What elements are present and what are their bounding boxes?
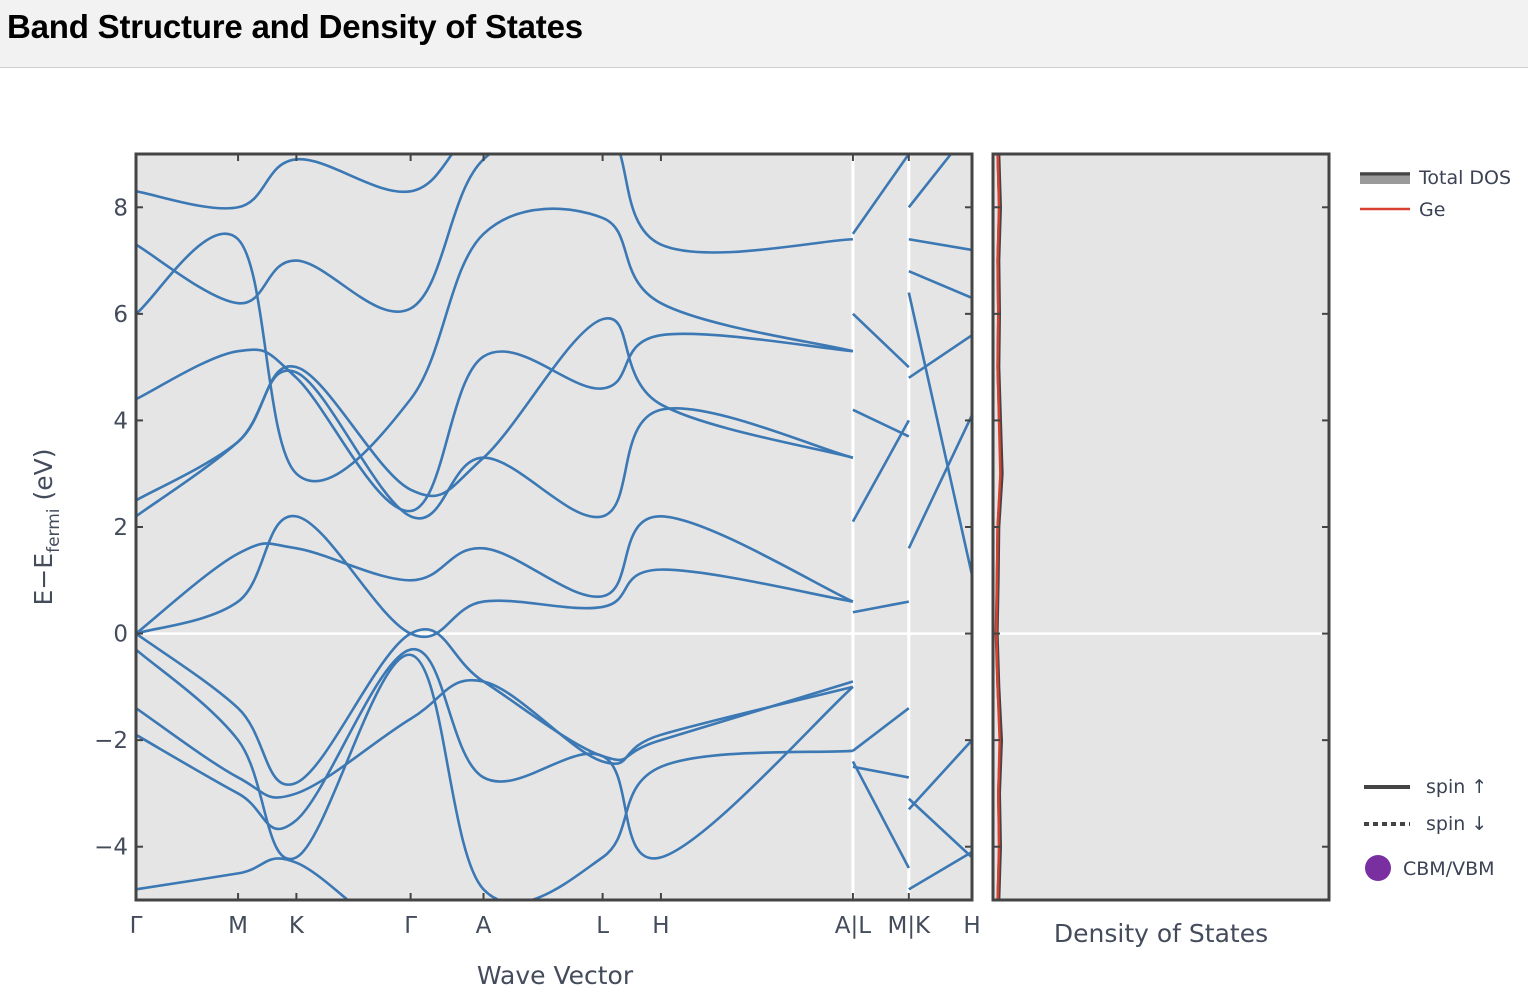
band-line	[851, 760, 910, 869]
dos-panel: Density of States	[991, 152, 1331, 948]
page-title: Band Structure and Density of States	[7, 8, 583, 45]
legend-top: Total DOS Ge	[1360, 167, 1511, 221]
y-tick-label: −4	[94, 835, 128, 861]
x-tick-label: M|K	[887, 913, 931, 939]
dos-plot-area	[993, 154, 1329, 900]
band-line	[136, 154, 853, 313]
band-y-ticks: −4 −2 0 2 4 6 8	[94, 195, 972, 861]
x-tick-label: H	[963, 913, 980, 939]
band-line	[907, 739, 972, 811]
y-label-sub: fermi	[44, 508, 64, 552]
x-tick-label: M	[228, 913, 248, 939]
y-tick-label: 2	[113, 515, 128, 541]
legend-spin-down-label: spin ↓	[1426, 813, 1487, 835]
band-line	[136, 317, 854, 502]
band-line	[136, 207, 854, 483]
band-plot-area	[136, 154, 972, 900]
dos-y-ticks	[993, 206, 1329, 848]
x-tick-label: A	[476, 913, 492, 939]
band-line	[852, 312, 910, 369]
band-line	[136, 515, 854, 639]
y-tick-label: 6	[113, 302, 128, 328]
y-tick-label: 0	[113, 622, 128, 648]
y-tick-label: 8	[113, 195, 128, 221]
legend-total-dos-label: Total DOS	[1418, 167, 1511, 189]
y-tick-label: 4	[113, 408, 128, 434]
band-line	[136, 627, 854, 786]
x-tick-label: Γ	[130, 913, 143, 939]
band-line	[852, 765, 910, 779]
legend-ge-label: Ge	[1419, 199, 1445, 221]
x-tick-label: Γ	[404, 913, 417, 939]
band-line	[908, 270, 972, 300]
band-line	[136, 648, 854, 900]
legend-cbm-vbm-label: CBM/VBM	[1403, 858, 1495, 880]
band-line	[136, 857, 350, 900]
band-line	[851, 154, 910, 235]
page-header: Band Structure and Density of States	[0, 0, 1528, 68]
band-line	[136, 648, 854, 860]
band-line	[907, 154, 953, 209]
band-lines	[136, 154, 972, 900]
band-y-axis-label: E−Efermi (eV)	[29, 449, 64, 606]
band-line	[907, 292, 972, 576]
legend-cbm-vbm-marker	[1365, 855, 1391, 881]
band-x-axis-label: Wave Vector	[477, 961, 634, 990]
band-line	[852, 408, 910, 438]
legend-spin-up-label: spin ↑	[1426, 776, 1487, 798]
band-line	[908, 850, 972, 891]
y-tick-label: −2	[94, 728, 128, 754]
band-structure-panel: −4 −2 0 2 4 6 8 Γ M K Γ A L H A|L M|K H Wave Vector E−E…	[29, 152, 981, 990]
band-line	[136, 332, 854, 513]
x-tick-label: A|L	[835, 913, 871, 939]
dos-x-axis-label: Density of States	[1054, 919, 1268, 948]
band-line	[852, 707, 910, 752]
band-line	[851, 419, 910, 523]
x-tick-label: L	[596, 913, 609, 939]
band-line	[907, 797, 972, 859]
band-line	[907, 414, 972, 549]
band-dos-figure: −4 −2 0 2 4 6 8 Γ M K Γ A L H A|L M|K H Wave Vector E−E…	[29, 152, 1511, 990]
y-label-unit: (eV)	[29, 449, 58, 509]
band-x-ticks: Γ M K Γ A L H A|L M|K H	[130, 154, 981, 939]
band-line	[136, 678, 854, 799]
band-line	[908, 334, 972, 379]
legend-bottom: spin ↑ spin ↓ CBM/VBM	[1364, 776, 1495, 881]
band-line	[852, 600, 910, 614]
band-gridlines	[136, 154, 972, 900]
band-line	[136, 154, 454, 210]
band-line	[136, 515, 854, 635]
y-label-main: E−E	[29, 553, 58, 606]
x-tick-label: K	[289, 913, 305, 939]
band-line	[908, 237, 972, 252]
x-tick-label: H	[652, 913, 669, 939]
